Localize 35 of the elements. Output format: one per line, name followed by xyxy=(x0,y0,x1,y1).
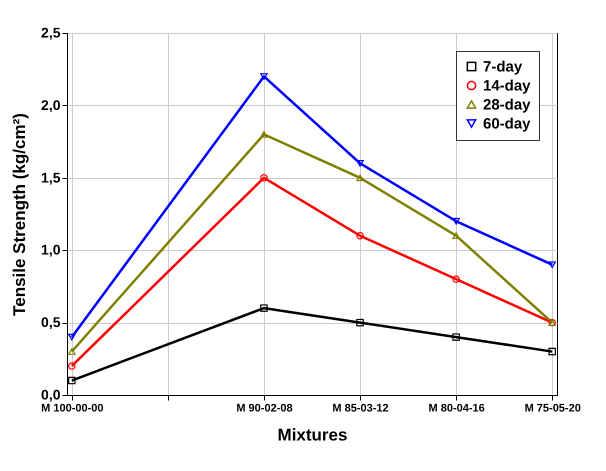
x-tick-label: M 80-04-16 xyxy=(428,402,485,414)
y-tick-label: 0,5 xyxy=(41,314,61,330)
point xyxy=(260,304,268,312)
point xyxy=(260,131,268,138)
point xyxy=(548,261,556,268)
point xyxy=(452,333,460,341)
x-axis-title: Mixtures xyxy=(278,426,348,444)
legend-label: 60-day xyxy=(483,116,532,132)
point xyxy=(260,73,268,80)
point xyxy=(68,376,76,384)
y-tick-label: 1,5 xyxy=(41,169,61,186)
legend-label: 14-day xyxy=(483,78,532,94)
point xyxy=(356,174,364,182)
point xyxy=(452,275,460,283)
point xyxy=(68,362,76,370)
y-tick-label: 1,0 xyxy=(41,242,61,258)
legend-label: 7-day xyxy=(483,58,523,76)
point xyxy=(452,218,460,225)
x-tick-label: M 100-00-00 xyxy=(41,402,104,414)
y-tick-label: 0,0 xyxy=(41,386,61,402)
x-tick-label: M 75-05-20 xyxy=(524,402,581,414)
x-tick-label: M 90-02-08 xyxy=(236,402,293,414)
point xyxy=(356,232,364,240)
point xyxy=(356,318,364,326)
point xyxy=(356,160,364,167)
point xyxy=(452,232,460,240)
point xyxy=(68,334,76,340)
y-axis-title: Tensile Strength (kg/cm²) xyxy=(10,113,30,316)
y-tick-label: 2,0 xyxy=(41,96,61,113)
y-tick-label: 2,5 xyxy=(41,24,61,40)
point xyxy=(548,348,556,356)
x-tick-label: M 85-03-12 xyxy=(332,402,389,414)
legend-label: 28-day xyxy=(483,96,532,114)
point xyxy=(68,348,76,355)
point xyxy=(260,174,268,182)
